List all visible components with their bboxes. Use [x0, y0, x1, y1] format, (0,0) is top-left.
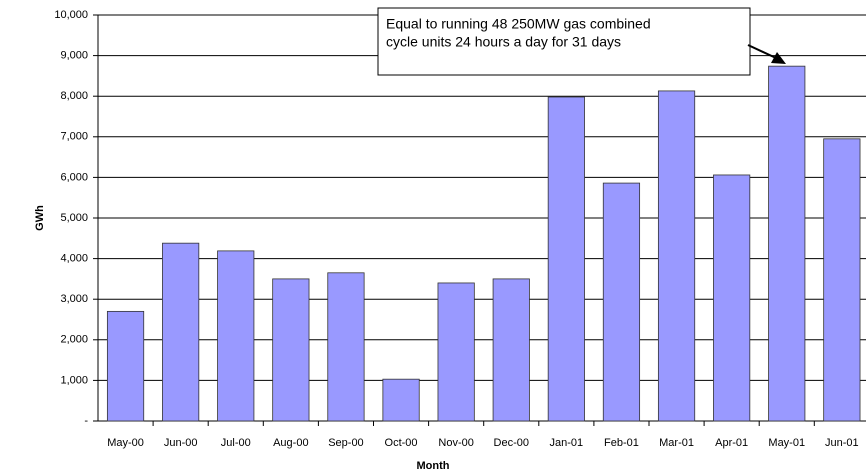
y-tick-label: 6,000 — [60, 171, 88, 183]
x-tick-label: Jun-01 — [825, 437, 859, 449]
bar — [657, 90, 696, 422]
x-tick-label: Oct-00 — [385, 437, 418, 449]
y-tick-label: 9,000 — [60, 50, 88, 62]
x-tick-label: Sep-00 — [328, 437, 363, 449]
y-tick-label: 3,000 — [60, 293, 88, 305]
x-tick-label: Aug-00 — [273, 437, 308, 449]
annotation-arrow — [747, 44, 777, 59]
bar — [547, 96, 585, 422]
x-axis-title: Month — [417, 460, 450, 472]
bar — [768, 65, 806, 422]
y-tick-label: 7,000 — [60, 131, 88, 143]
y-tick-label: 1,000 — [60, 374, 88, 386]
bar — [217, 250, 255, 422]
annotation-text: cycle units 24 hours a day for 31 days — [386, 34, 621, 50]
annotation-box — [377, 7, 751, 76]
annotation-arrowhead — [771, 52, 786, 64]
bar — [382, 378, 420, 422]
x-tick-label: Mar-01 — [659, 437, 694, 449]
bar — [272, 278, 310, 422]
x-tick-label: Apr-01 — [715, 437, 748, 449]
y-tick-label: 2,000 — [60, 334, 88, 346]
x-tick-label: May-01 — [768, 437, 805, 449]
x-tick-label: Dec-00 — [494, 437, 529, 449]
x-tick-label: Jul-00 — [221, 437, 251, 449]
bar — [437, 282, 475, 422]
bar — [492, 278, 530, 422]
bar — [713, 174, 751, 422]
y-tick-label: 5,000 — [60, 212, 88, 224]
bar — [823, 138, 861, 422]
x-tick-label: Jan-01 — [550, 437, 584, 449]
y-tick-label: 4,000 — [60, 253, 88, 265]
x-tick-label: Feb-01 — [604, 437, 639, 449]
y-tick-label: 8,000 — [60, 90, 88, 102]
x-tick-label: May-00 — [107, 437, 144, 449]
y-tick-label: 10,000 — [54, 9, 88, 21]
bar — [602, 182, 641, 422]
y-axis-title: GWh — [34, 205, 46, 231]
x-tick-label: Jun-00 — [164, 437, 198, 449]
y-tick-label: - — [84, 415, 88, 427]
bar — [162, 242, 200, 422]
bar — [106, 310, 145, 422]
annotation-text: Equal to running 48 250MW gas combined — [386, 16, 651, 32]
bar — [327, 272, 365, 422]
x-tick-label: Nov-00 — [438, 437, 473, 449]
